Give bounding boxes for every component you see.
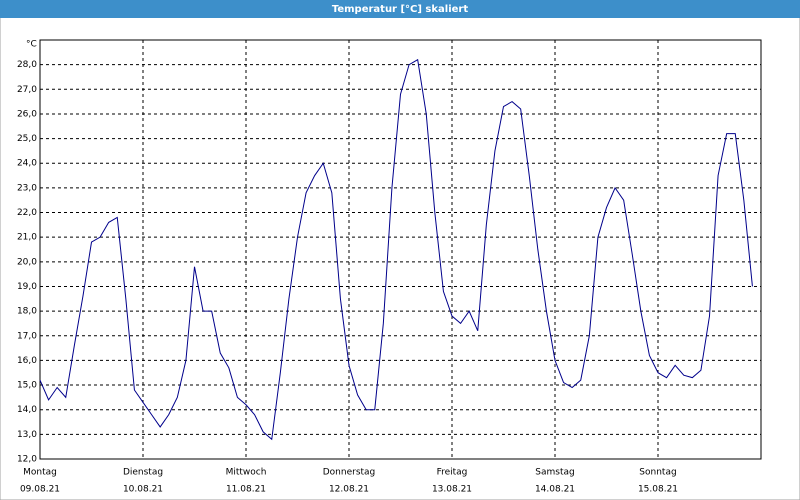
- y-tick-label: 28,0: [17, 60, 37, 70]
- x-tick-label: 11.08.21: [226, 485, 266, 495]
- y-tick-label: 20,0: [17, 257, 37, 267]
- x-tick-label: Mittwoch: [226, 468, 267, 478]
- y-tick-label: 19,0: [17, 282, 37, 292]
- x-tick-label: Samstag: [535, 468, 574, 478]
- title-bar: [0, 0, 800, 18]
- temperature-line: [39, 58, 753, 441]
- y-tick-label: 18,0: [17, 307, 37, 317]
- y-tick-label: 15,0: [17, 381, 37, 391]
- y-tick-label: 24,0: [17, 159, 37, 169]
- x-tick-label: 09.08.21: [20, 485, 60, 495]
- y-tick-label: 16,0: [17, 356, 37, 366]
- plot-frame: [39, 39, 762, 460]
- chart-title: Temperatur [°C] skaliert: [332, 4, 469, 15]
- x-tick-label: Sonntag: [639, 468, 676, 478]
- y-tick-label: 25,0: [17, 134, 37, 144]
- x-tick-label: Montag: [23, 468, 57, 478]
- x-tick-label: Donnerstag: [323, 468, 376, 478]
- x-tick-label: 13.08.21: [432, 485, 472, 495]
- y-tick-label: 21,0: [17, 233, 37, 243]
- x-tick-label: 15.08.21: [638, 485, 678, 495]
- y-tick-label: 26,0: [17, 109, 37, 119]
- y-tick-label: 23,0: [17, 183, 37, 193]
- y-tick-label: 13,0: [17, 430, 37, 440]
- x-tick-label: Dienstag: [123, 468, 163, 478]
- y-tick-label: 27,0: [17, 85, 37, 95]
- x-tick-label: 14.08.21: [535, 485, 575, 495]
- x-tick-label: 10.08.21: [123, 485, 163, 495]
- y-tick-label: 17,0: [17, 331, 37, 341]
- y-tick-label: 12,0: [17, 455, 37, 465]
- unit-label: °C: [26, 40, 37, 50]
- y-tick-label: 14,0: [17, 405, 37, 415]
- y-tick-label: 22,0: [17, 208, 37, 218]
- x-tick-label: 12.08.21: [329, 485, 369, 495]
- x-tick-label: Freitag: [437, 468, 468, 478]
